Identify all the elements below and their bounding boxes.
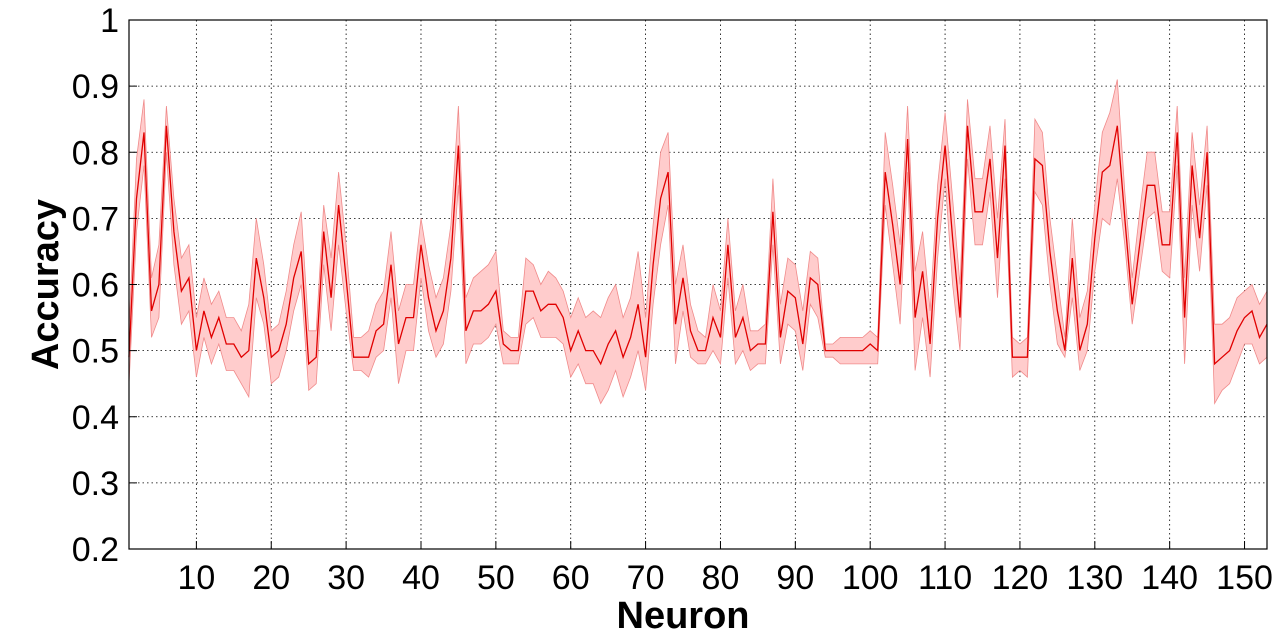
accuracy-mean-line — [128, 125, 1268, 366]
x-tick-label: 80 — [702, 559, 740, 597]
x-tick-label: 60 — [552, 559, 590, 597]
y-tick-label: 0.2 — [72, 531, 119, 569]
y-tick-label: 1 — [100, 2, 119, 40]
x-tick-label: 50 — [477, 559, 515, 597]
y-tick-label: 0.9 — [72, 68, 119, 106]
y-tick-label: 0.5 — [72, 333, 119, 371]
x-tick-label: 150 — [1216, 559, 1273, 597]
x-axis-ticks: 10 20 30 40 50 60 70 80 90 100 110 120 130 140 150 — [177, 541, 1273, 597]
x-tick-label: 100 — [842, 559, 899, 597]
y-tick-label: 0.6 — [72, 267, 119, 305]
x-tick-label: 20 — [252, 559, 290, 597]
y-tick-label: 0.4 — [72, 399, 119, 437]
x-tick-label: 90 — [776, 559, 814, 597]
x-tick-label: 120 — [992, 559, 1049, 597]
x-tick-label: 140 — [1141, 559, 1198, 597]
x-tick-label: 110 — [918, 559, 972, 597]
y-tick-label: 0.7 — [72, 200, 119, 238]
accuracy-error-band — [128, 79, 1268, 405]
x-tick-label: 30 — [327, 559, 365, 597]
x-tick-label: 130 — [1066, 559, 1123, 597]
y-tick-label: 0.8 — [72, 134, 119, 172]
y-axis-label: Accuracy — [25, 199, 67, 370]
x-tick-label: 70 — [627, 559, 665, 597]
y-tick-label: 0.3 — [72, 465, 119, 503]
y-axis-ticks: 0.2 0.3 0.4 0.5 0.6 0.7 0.8 0.9 1 — [72, 2, 137, 569]
x-axis-label: Neuron — [617, 595, 750, 637]
x-tick-label: 40 — [402, 559, 440, 597]
x-tick-label: 10 — [177, 559, 215, 597]
